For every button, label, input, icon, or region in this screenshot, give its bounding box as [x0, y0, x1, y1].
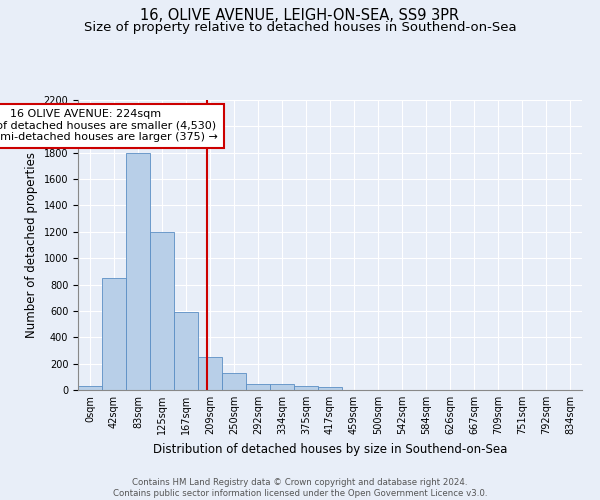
Bar [270, 384, 294, 390]
Text: 16 OLIVE AVENUE: 224sqm
← 92% of detached houses are smaller (4,530)
8% of semi-: 16 OLIVE AVENUE: 224sqm ← 92% of detache… [0, 109, 218, 142]
Bar [78, 386, 102, 390]
Bar [318, 388, 342, 390]
Bar [222, 373, 246, 390]
Bar [294, 386, 318, 390]
Text: 16, OLIVE AVENUE, LEIGH-ON-SEA, SS9 3PR: 16, OLIVE AVENUE, LEIGH-ON-SEA, SS9 3PR [140, 8, 460, 22]
Bar [102, 278, 126, 390]
Y-axis label: Number of detached properties: Number of detached properties [25, 152, 38, 338]
Bar [174, 312, 198, 390]
Text: Distribution of detached houses by size in Southend-on-Sea: Distribution of detached houses by size … [153, 442, 507, 456]
Bar [198, 357, 222, 390]
Text: Size of property relative to detached houses in Southend-on-Sea: Size of property relative to detached ho… [83, 21, 517, 34]
Bar [246, 384, 270, 390]
Bar [150, 232, 174, 390]
Text: Contains HM Land Registry data © Crown copyright and database right 2024.
Contai: Contains HM Land Registry data © Crown c… [113, 478, 487, 498]
Bar [126, 152, 150, 390]
